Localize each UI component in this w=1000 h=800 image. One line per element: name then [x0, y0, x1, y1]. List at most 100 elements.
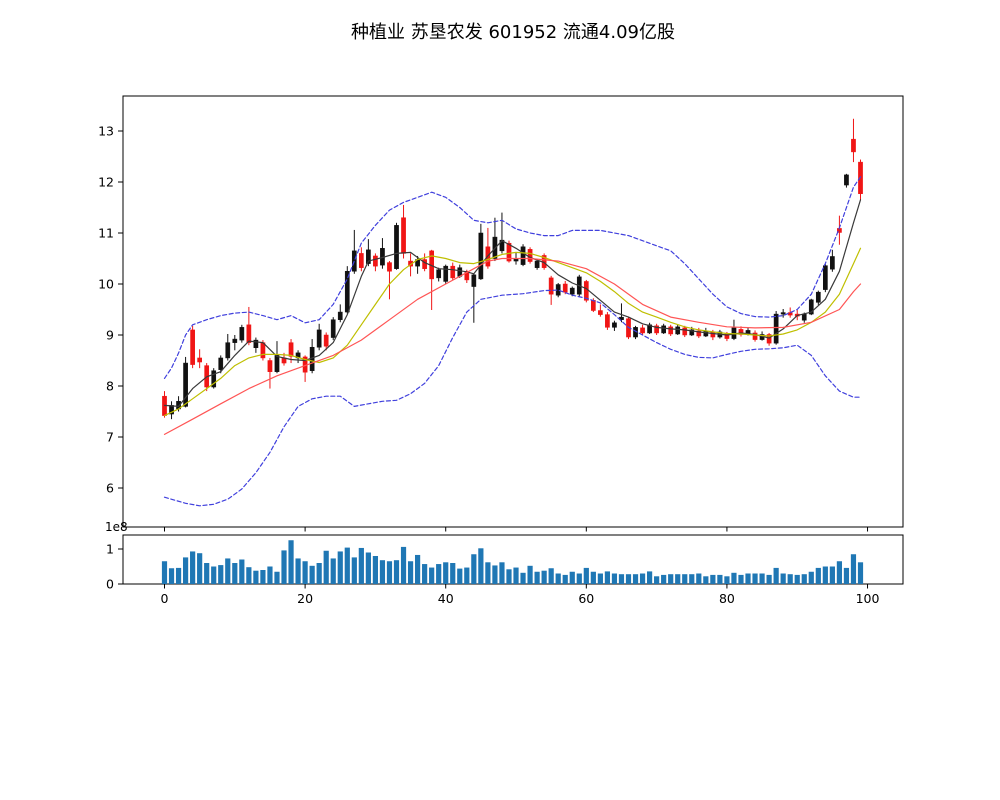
- candle-down: [640, 324, 645, 335]
- candle-body: [443, 265, 449, 282]
- volume-bar: [422, 564, 428, 584]
- candle-down: [851, 118, 856, 163]
- volume-scale-offset-label: 1e8: [105, 520, 128, 534]
- candle-down: [190, 325, 195, 369]
- candle-down: [387, 261, 392, 300]
- volume-bar: [400, 546, 407, 584]
- candle-down: [401, 204, 406, 259]
- boll-upper-line: [163, 176, 862, 379]
- volume-bar-series: [161, 540, 864, 584]
- candle-body: [844, 174, 849, 186]
- volume-bar: [316, 563, 322, 584]
- y-axis-tick-label: 13: [98, 124, 114, 139]
- candle-up: [344, 266, 350, 314]
- volume-bar: [604, 571, 611, 584]
- candle-body: [766, 334, 772, 344]
- candle-up: [647, 322, 652, 334]
- candle-body: [316, 329, 322, 348]
- volume-bar: [611, 573, 618, 584]
- candle-down: [598, 304, 603, 317]
- volume-bar: [232, 563, 238, 584]
- candle-body: [358, 253, 364, 268]
- volume-bar: [703, 576, 709, 584]
- volume-bar: [253, 570, 259, 584]
- volume-bar: [407, 561, 414, 584]
- candle-down: [837, 215, 842, 245]
- candle-body: [682, 327, 688, 336]
- candle-up: [225, 333, 231, 361]
- volume-bar: [646, 571, 653, 584]
- candle-down: [429, 249, 435, 311]
- volume-bar: [485, 562, 491, 584]
- volume-bar: [794, 574, 800, 584]
- candle-body: [260, 342, 266, 359]
- volume-bar: [175, 567, 182, 584]
- candle-body: [668, 326, 674, 335]
- candle-down: [752, 330, 758, 342]
- candle-body: [661, 325, 667, 334]
- candle-up: [337, 304, 343, 323]
- price-axes: 6 7 8 9 10 11 12 13: [98, 95, 904, 532]
- volume-bar: [246, 567, 252, 584]
- volume-bar: [323, 550, 329, 584]
- candle-down: [323, 332, 329, 351]
- volume-bar: [204, 563, 210, 584]
- candle-body: [647, 324, 652, 334]
- candle-body: [822, 265, 828, 290]
- candle-up: [351, 229, 357, 274]
- volume-bar: [787, 574, 793, 584]
- candle-down: [267, 357, 273, 389]
- volume-bar: [780, 573, 786, 584]
- volume-bar: [724, 576, 730, 584]
- y-axis-tick-label: 6: [106, 481, 114, 496]
- candle-up: [443, 264, 449, 284]
- candle-up: [844, 173, 849, 188]
- volume-bar: [351, 557, 357, 584]
- candle-up: [436, 267, 442, 282]
- ma-fast-line: [163, 199, 862, 407]
- candle-body: [225, 342, 231, 359]
- volume-bar: [464, 567, 470, 584]
- volume-bar: [386, 561, 393, 584]
- volume-bar: [801, 574, 807, 584]
- y-axis-tick-label: 12: [98, 175, 114, 190]
- candle-up: [520, 244, 526, 267]
- candle-body: [373, 255, 378, 267]
- ma-slow-line: [163, 257, 862, 435]
- candle-body: [450, 265, 456, 279]
- candle-up: [316, 323, 322, 351]
- candle-up: [239, 324, 245, 343]
- candle-down: [450, 262, 456, 280]
- candle-down: [605, 312, 610, 330]
- volume-bar: [710, 574, 716, 584]
- volume-bar: [618, 574, 625, 584]
- candle-up: [633, 325, 638, 340]
- volume-bar: [738, 574, 744, 584]
- volume-y-tick-label: 1: [106, 542, 114, 557]
- candle-body: [851, 138, 856, 153]
- boll-lower-line: [163, 289, 862, 507]
- volume-bar: [450, 563, 456, 584]
- y-axis-tick-label: 8: [106, 379, 114, 394]
- volume-bar: [682, 574, 688, 584]
- candle-body: [640, 327, 645, 334]
- candle-down: [766, 332, 772, 346]
- candle-up: [731, 319, 737, 341]
- candle-body: [527, 249, 533, 262]
- candle-body: [267, 360, 273, 372]
- y-axis-tick-label: 7: [106, 430, 114, 445]
- candle-up: [780, 308, 786, 318]
- volume-bar: [365, 552, 371, 584]
- candle-body: [689, 329, 695, 336]
- candle-body: [471, 274, 477, 287]
- volume-bar: [534, 571, 540, 584]
- volume-bar: [190, 551, 196, 584]
- candle-body: [612, 322, 617, 328]
- volume-y-tick-label: 0: [106, 577, 114, 592]
- volume-x-tick-label: 80: [719, 591, 735, 606]
- volume-bar: [696, 573, 702, 584]
- volume-bar: [281, 550, 287, 584]
- volume-bar: [471, 554, 477, 584]
- candle-body: [337, 311, 343, 320]
- candle-up: [211, 368, 217, 389]
